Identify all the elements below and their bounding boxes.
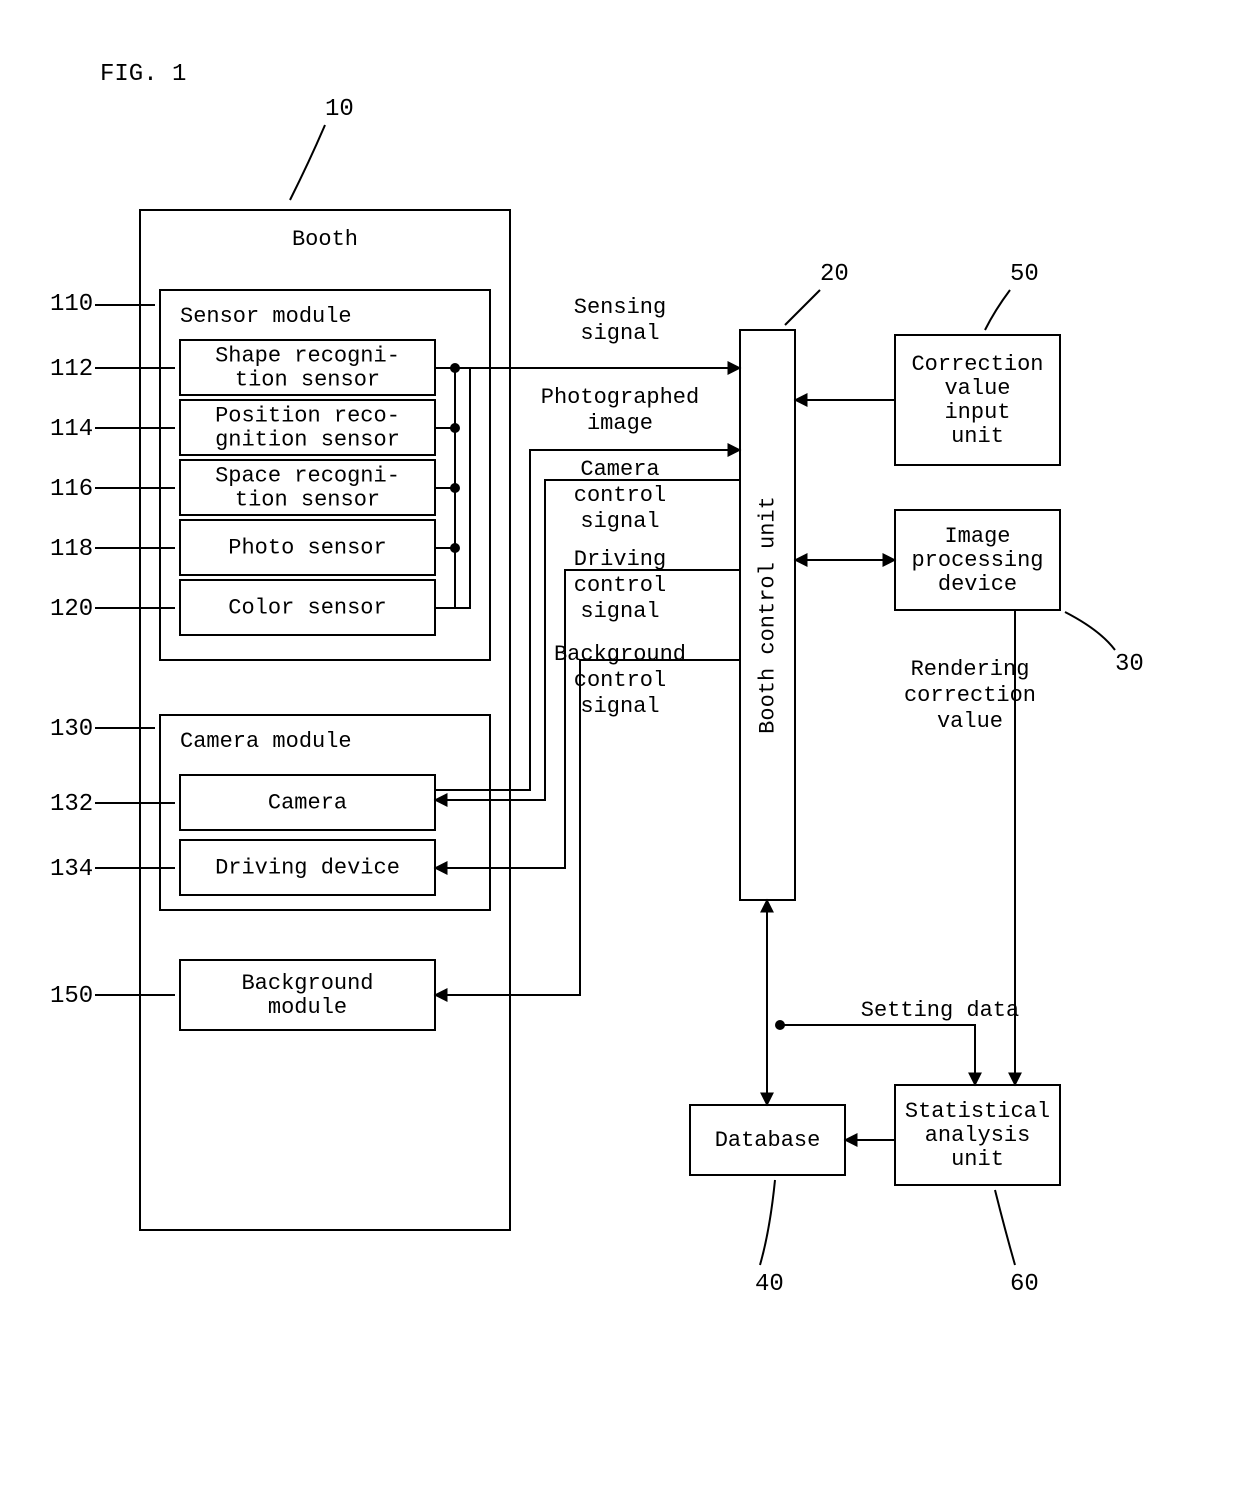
svg-text:Renderingcorrectionvalue: Renderingcorrectionvalue bbox=[904, 657, 1036, 734]
svg-text:130: 130 bbox=[50, 716, 93, 743]
label-booth: Booth bbox=[292, 227, 358, 252]
svg-text:134: 134 bbox=[50, 856, 93, 883]
svg-text:Database: Database bbox=[715, 1128, 821, 1153]
svg-text:Drivingcontrolsignal: Drivingcontrolsignal bbox=[574, 547, 666, 624]
svg-text:132: 132 bbox=[50, 791, 93, 818]
label-position_sensor: Position reco-gnition sensor bbox=[215, 403, 400, 452]
ref-10: 10 bbox=[290, 96, 354, 200]
ref-50: 50 bbox=[985, 261, 1039, 330]
svg-text:50: 50 bbox=[1010, 261, 1039, 288]
junction-dot bbox=[450, 543, 460, 553]
label-space_sensor: Space recogni-tion sensor bbox=[215, 463, 400, 512]
svg-text:112: 112 bbox=[50, 356, 93, 383]
ref-30: 30 bbox=[1065, 612, 1144, 678]
label-sensor_module: Sensor module bbox=[180, 304, 352, 329]
svg-text:Setting data: Setting data bbox=[861, 998, 1019, 1023]
svg-text:Photo sensor: Photo sensor bbox=[228, 535, 386, 560]
svg-text:10: 10 bbox=[325, 96, 354, 123]
svg-text:Sensor module: Sensor module bbox=[180, 304, 352, 329]
signal-label-sensing: Sensingsignal bbox=[574, 295, 666, 346]
signal-label-bg_ctrl: Backgroundcontrolsignal bbox=[554, 642, 686, 719]
signal-label-photographed: Photographedimage bbox=[541, 385, 699, 436]
junction-dot bbox=[775, 1020, 785, 1030]
label-database: Database bbox=[715, 1128, 821, 1153]
svg-text:40: 40 bbox=[755, 1271, 784, 1298]
label-driving_device: Driving device bbox=[215, 855, 400, 880]
svg-text:Camera: Camera bbox=[268, 790, 347, 815]
svg-text:Camera module: Camera module bbox=[180, 729, 352, 754]
label-camera_module: Camera module bbox=[180, 729, 352, 754]
svg-text:60: 60 bbox=[1010, 1271, 1039, 1298]
svg-text:Shape recogni-tion sensor: Shape recogni-tion sensor bbox=[215, 343, 400, 392]
label-color_sensor: Color sensor bbox=[228, 595, 386, 620]
signal-label-camera_ctrl: Cameracontrolsignal bbox=[574, 457, 666, 534]
svg-text:Driving device: Driving device bbox=[215, 855, 400, 880]
label-shape_sensor: Shape recogni-tion sensor bbox=[215, 343, 400, 392]
junction-dot bbox=[450, 483, 460, 493]
svg-text:Photographedimage: Photographedimage bbox=[541, 385, 699, 436]
ref-20: 20 bbox=[785, 261, 849, 325]
svg-text:Backgroundcontrolsignal: Backgroundcontrolsignal bbox=[554, 642, 686, 719]
svg-text:20: 20 bbox=[820, 261, 849, 288]
signal-label-setting: Setting data bbox=[861, 998, 1019, 1023]
svg-text:110: 110 bbox=[50, 291, 93, 318]
svg-text:Space recogni-tion sensor: Space recogni-tion sensor bbox=[215, 463, 400, 512]
signal-label-driving_ctrl: Drivingcontrolsignal bbox=[574, 547, 666, 624]
ref-60: 60 bbox=[995, 1190, 1039, 1298]
figure-title: FIG. 1 bbox=[100, 61, 186, 88]
junction-dot bbox=[450, 423, 460, 433]
svg-text:116: 116 bbox=[50, 476, 93, 503]
svg-text:Sensingsignal: Sensingsignal bbox=[574, 295, 666, 346]
signal-label-rendering: Renderingcorrectionvalue bbox=[904, 657, 1036, 734]
svg-text:Booth control unit: Booth control unit bbox=[755, 496, 780, 734]
edge bbox=[780, 1025, 975, 1085]
svg-text:Position reco-gnition sensor: Position reco-gnition sensor bbox=[215, 403, 400, 452]
svg-text:114: 114 bbox=[50, 416, 93, 443]
label-photo_sensor: Photo sensor bbox=[228, 535, 386, 560]
label-camera: Camera bbox=[268, 790, 347, 815]
svg-text:120: 120 bbox=[50, 596, 93, 623]
label-booth_control: Booth control unit bbox=[755, 496, 780, 734]
svg-text:Booth: Booth bbox=[292, 227, 358, 252]
svg-text:150: 150 bbox=[50, 983, 93, 1010]
svg-text:30: 30 bbox=[1115, 651, 1144, 678]
svg-text:118: 118 bbox=[50, 536, 93, 563]
svg-text:Cameracontrolsignal: Cameracontrolsignal bbox=[574, 457, 666, 534]
ref-40: 40 bbox=[755, 1180, 784, 1298]
svg-text:Color sensor: Color sensor bbox=[228, 595, 386, 620]
